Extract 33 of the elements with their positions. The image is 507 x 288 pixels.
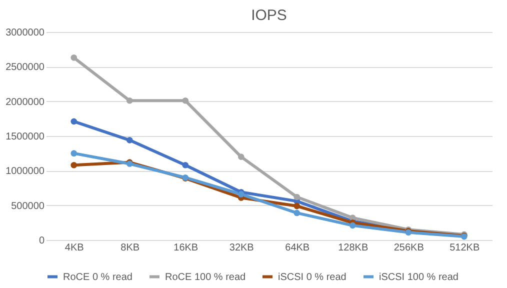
- point: [238, 154, 244, 160]
- y-tick-label: 500000: [11, 200, 45, 212]
- x-tick-label: 512KB: [450, 242, 480, 254]
- point: [182, 162, 189, 168]
- x-tick-label: 128KB: [338, 242, 368, 254]
- x-tick-label: 256KB: [394, 242, 424, 254]
- legend-label: iSCSI 0 % read: [278, 272, 346, 283]
- x-tick-label: 16KB: [174, 242, 198, 254]
- y-tick-label: 1000000: [6, 166, 45, 178]
- y-tick-label: 0: [38, 236, 45, 246]
- legend-label: RoCE 0 % read: [63, 272, 132, 283]
- point: [349, 222, 356, 229]
- point: [294, 194, 300, 200]
- legend-label: RoCE 100 % read: [165, 272, 246, 283]
- legend-label: iSCSI 100 % read: [379, 272, 458, 283]
- x-tick-label: 4KB: [64, 242, 84, 254]
- point: [70, 54, 78, 61]
- y-tick-label: 3000000: [6, 28, 45, 38]
- point: [182, 97, 189, 104]
- point: [294, 210, 300, 216]
- y-tick-label: 1500000: [6, 132, 45, 142]
- y-tick-label: 2000000: [6, 96, 45, 108]
- x-tick-label: 64KB: [285, 242, 310, 254]
- chart-title: IOPS: [251, 7, 287, 24]
- y-tick-label: 2500000: [6, 62, 45, 74]
- point: [294, 202, 300, 210]
- x-tick-label: 32KB: [229, 242, 254, 254]
- x-tick-label: 8KB: [120, 242, 140, 254]
- point: [126, 137, 133, 144]
- point: [70, 162, 78, 168]
- point: [126, 97, 133, 104]
- point: [70, 118, 78, 125]
- point: [70, 150, 78, 156]
